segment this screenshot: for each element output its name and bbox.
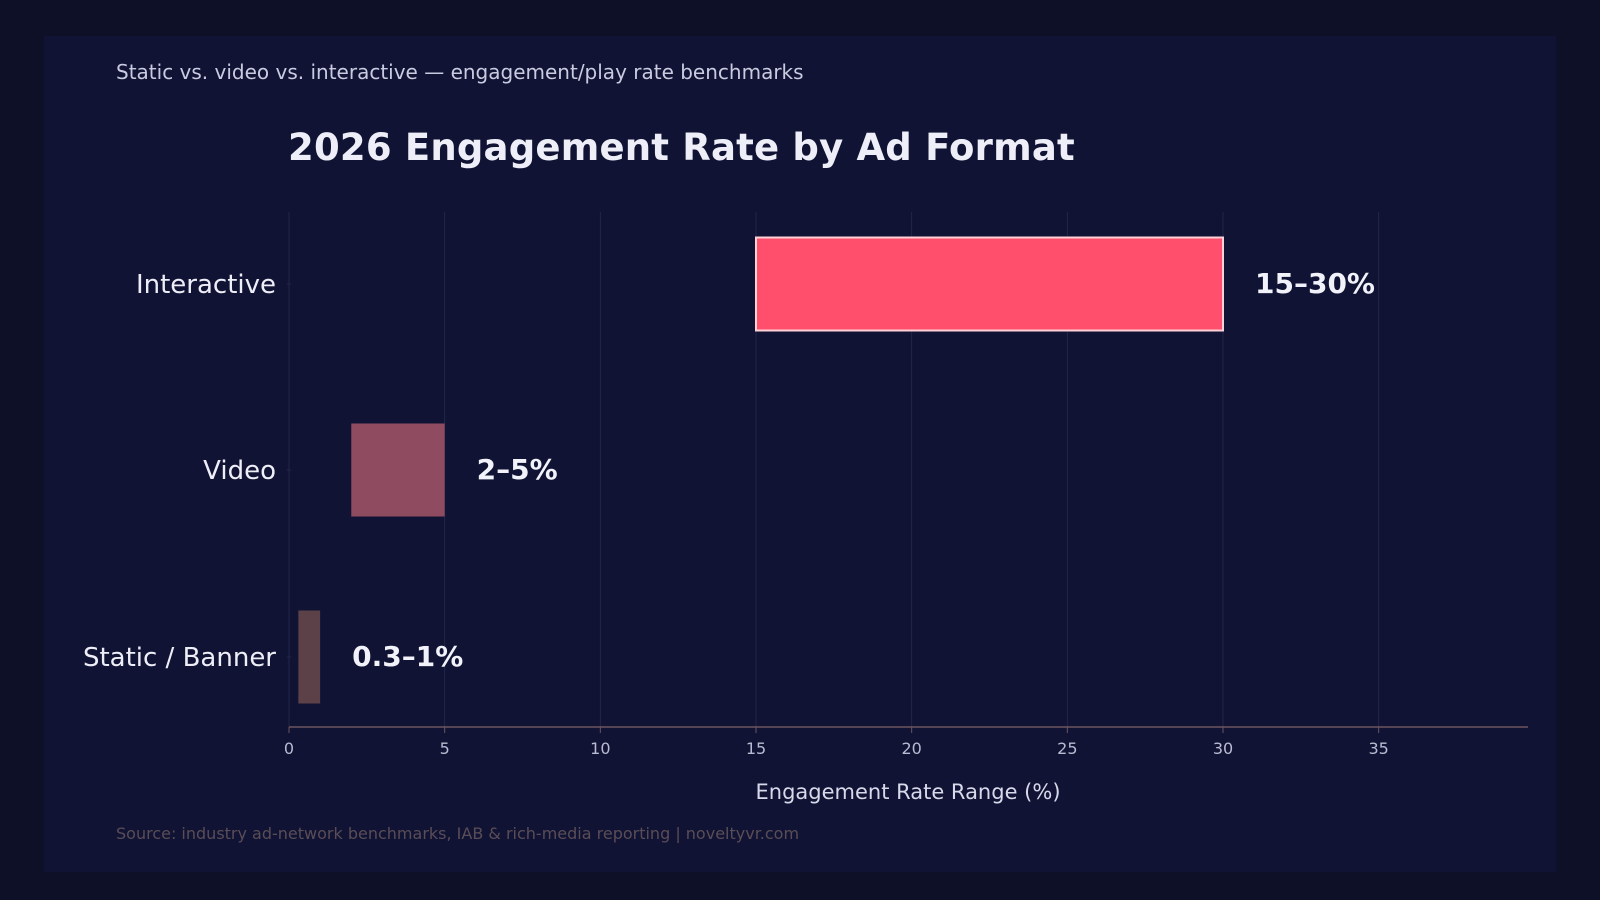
x-tick-label: 10: [590, 739, 610, 758]
bar-interactive: [755, 236, 1224, 332]
chart-subtitle: Static vs. video vs. interactive — engag…: [116, 60, 804, 84]
data-label: 2–5%: [477, 453, 558, 486]
labels: 15–30% Interactive 2–5% Video 0.3–1% Static /…: [83, 267, 1375, 673]
bar-video: [351, 423, 445, 517]
category-label: Static / Banner: [83, 643, 276, 673]
category-label: Video: [203, 456, 276, 486]
x-axis-label: Engagement Rate Range (%): [755, 780, 1060, 804]
x-tick-label: 30: [1213, 739, 1233, 758]
chart-title: 2026 Engagement Rate by Ad Format: [288, 126, 1075, 169]
source-note: Source: industry ad-network benchmarks, …: [116, 824, 800, 843]
x-tick-label: 35: [1368, 739, 1388, 758]
x-tick-label: 5: [440, 739, 450, 758]
x-tick-label: 15: [746, 739, 766, 758]
bars: [298, 236, 1224, 704]
chart-frame: [44, 36, 1556, 872]
x-tick-label: 20: [901, 739, 921, 758]
data-label: 15–30%: [1255, 267, 1375, 300]
x-tick-label: 0: [284, 739, 294, 758]
data-label: 0.3–1%: [352, 640, 463, 673]
x-axis: 0 5 10 15 20 25 30 35 Engagement Rate Range (%): [284, 283, 1528, 804]
category-label: Interactive: [136, 270, 276, 300]
x-tick-label: 25: [1057, 739, 1077, 758]
bar-static-banner: [298, 610, 321, 704]
